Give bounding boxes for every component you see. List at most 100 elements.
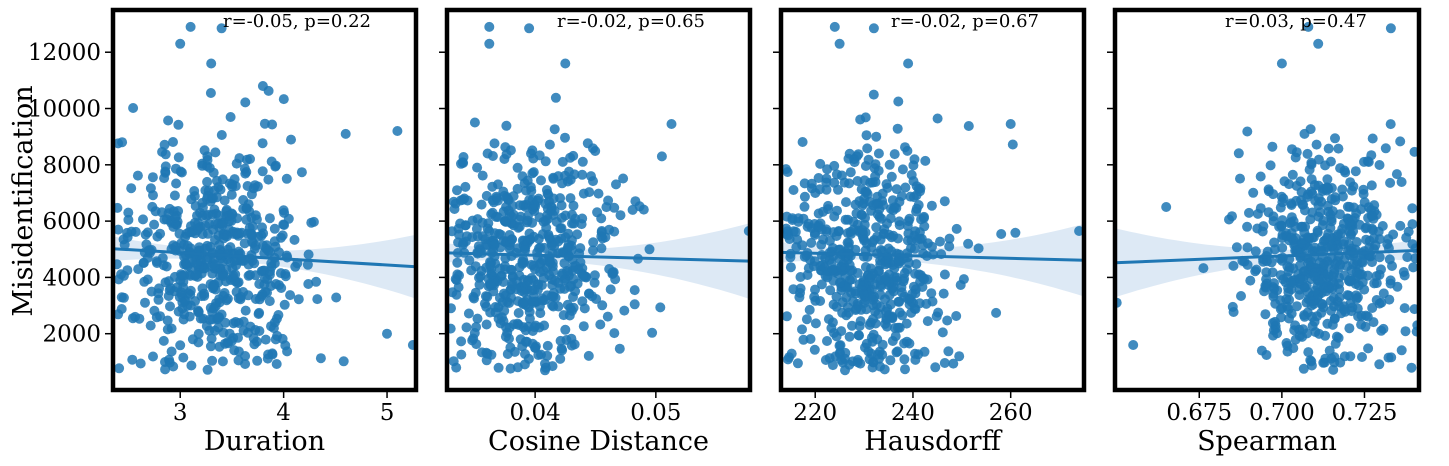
data-point (951, 223, 962, 234)
data-point (117, 137, 128, 148)
data-point (1367, 223, 1377, 234)
data-point (943, 346, 954, 357)
data-point (868, 23, 879, 34)
data-point (1278, 193, 1289, 204)
data-point (1395, 136, 1406, 147)
data-point (230, 181, 241, 192)
data-point (852, 176, 863, 186)
data-point (263, 245, 274, 256)
data-point (919, 346, 930, 357)
data-point (1330, 133, 1340, 144)
data-point (1275, 202, 1286, 213)
data-point (507, 278, 518, 288)
data-point (1378, 323, 1389, 334)
data-point (566, 235, 577, 246)
data-point (1306, 300, 1317, 311)
data-point (505, 145, 516, 156)
data-point (461, 322, 472, 333)
data-point (1005, 119, 1016, 129)
axes-frame (444, 7, 753, 393)
data-point (1307, 188, 1318, 199)
data-point (1299, 282, 1310, 293)
data-point (491, 191, 502, 202)
data-point (193, 328, 204, 339)
data-point (1309, 316, 1320, 327)
data-point (996, 229, 1007, 239)
data-point (1385, 119, 1396, 130)
data-point (539, 320, 550, 331)
data-point (629, 299, 640, 310)
data-point (158, 335, 169, 346)
data-point (897, 310, 908, 321)
data-point (549, 124, 560, 135)
data-point (951, 311, 962, 321)
data-point (1305, 355, 1316, 366)
data-point (382, 328, 392, 339)
data-point (1400, 326, 1411, 337)
data-point (230, 317, 241, 327)
data-point (193, 306, 204, 317)
regression-line (1115, 248, 1419, 265)
data-point (126, 226, 137, 237)
data-point (160, 161, 171, 172)
data-point (841, 283, 852, 294)
data-point (1345, 274, 1356, 285)
data-point (1351, 208, 1362, 219)
data-point (588, 143, 598, 154)
data-point (1338, 218, 1349, 229)
data-point (883, 243, 894, 254)
data-point (862, 143, 873, 154)
data-point (225, 242, 236, 253)
data-point (884, 159, 895, 170)
data-point (784, 352, 795, 363)
data-point (1255, 171, 1266, 182)
data-point (861, 130, 872, 141)
data-point (1302, 148, 1313, 159)
data-point (806, 178, 817, 189)
data-point (577, 156, 588, 167)
data-point (1358, 189, 1369, 199)
data-point (477, 347, 487, 358)
data-point (525, 182, 536, 193)
data-point (213, 210, 224, 221)
data-point (274, 247, 284, 258)
data-point (216, 130, 227, 140)
data-point (544, 232, 555, 242)
regression-line (113, 247, 416, 269)
data-point (881, 179, 892, 190)
data-point (493, 313, 504, 324)
data-point (797, 137, 808, 147)
data-point (868, 200, 879, 211)
data-point (899, 354, 910, 365)
data-point (647, 327, 658, 338)
data-point (589, 270, 600, 281)
data-point (1409, 304, 1419, 315)
data-point (240, 168, 251, 179)
data-point (1346, 243, 1357, 254)
data-point (118, 292, 129, 303)
data-point (150, 206, 161, 217)
data-point (1291, 195, 1302, 206)
data-point (863, 154, 874, 165)
y-tick-label: 4000 (42, 265, 101, 291)
data-point (575, 257, 586, 268)
data-point (1402, 252, 1413, 263)
data-point (489, 240, 500, 251)
data-point (216, 23, 227, 34)
data-point (229, 345, 240, 356)
x-tick-label: 0.700 (1249, 400, 1315, 426)
data-point (823, 204, 833, 215)
data-point (887, 195, 898, 206)
data-point (609, 202, 620, 213)
data-point (173, 119, 184, 130)
data-point (207, 355, 218, 366)
data-point (534, 150, 545, 161)
data-point (277, 230, 288, 241)
data-point (577, 169, 588, 180)
data-point (1382, 239, 1393, 250)
data-point (813, 173, 824, 183)
data-point (1324, 281, 1334, 292)
data-point (456, 349, 467, 360)
